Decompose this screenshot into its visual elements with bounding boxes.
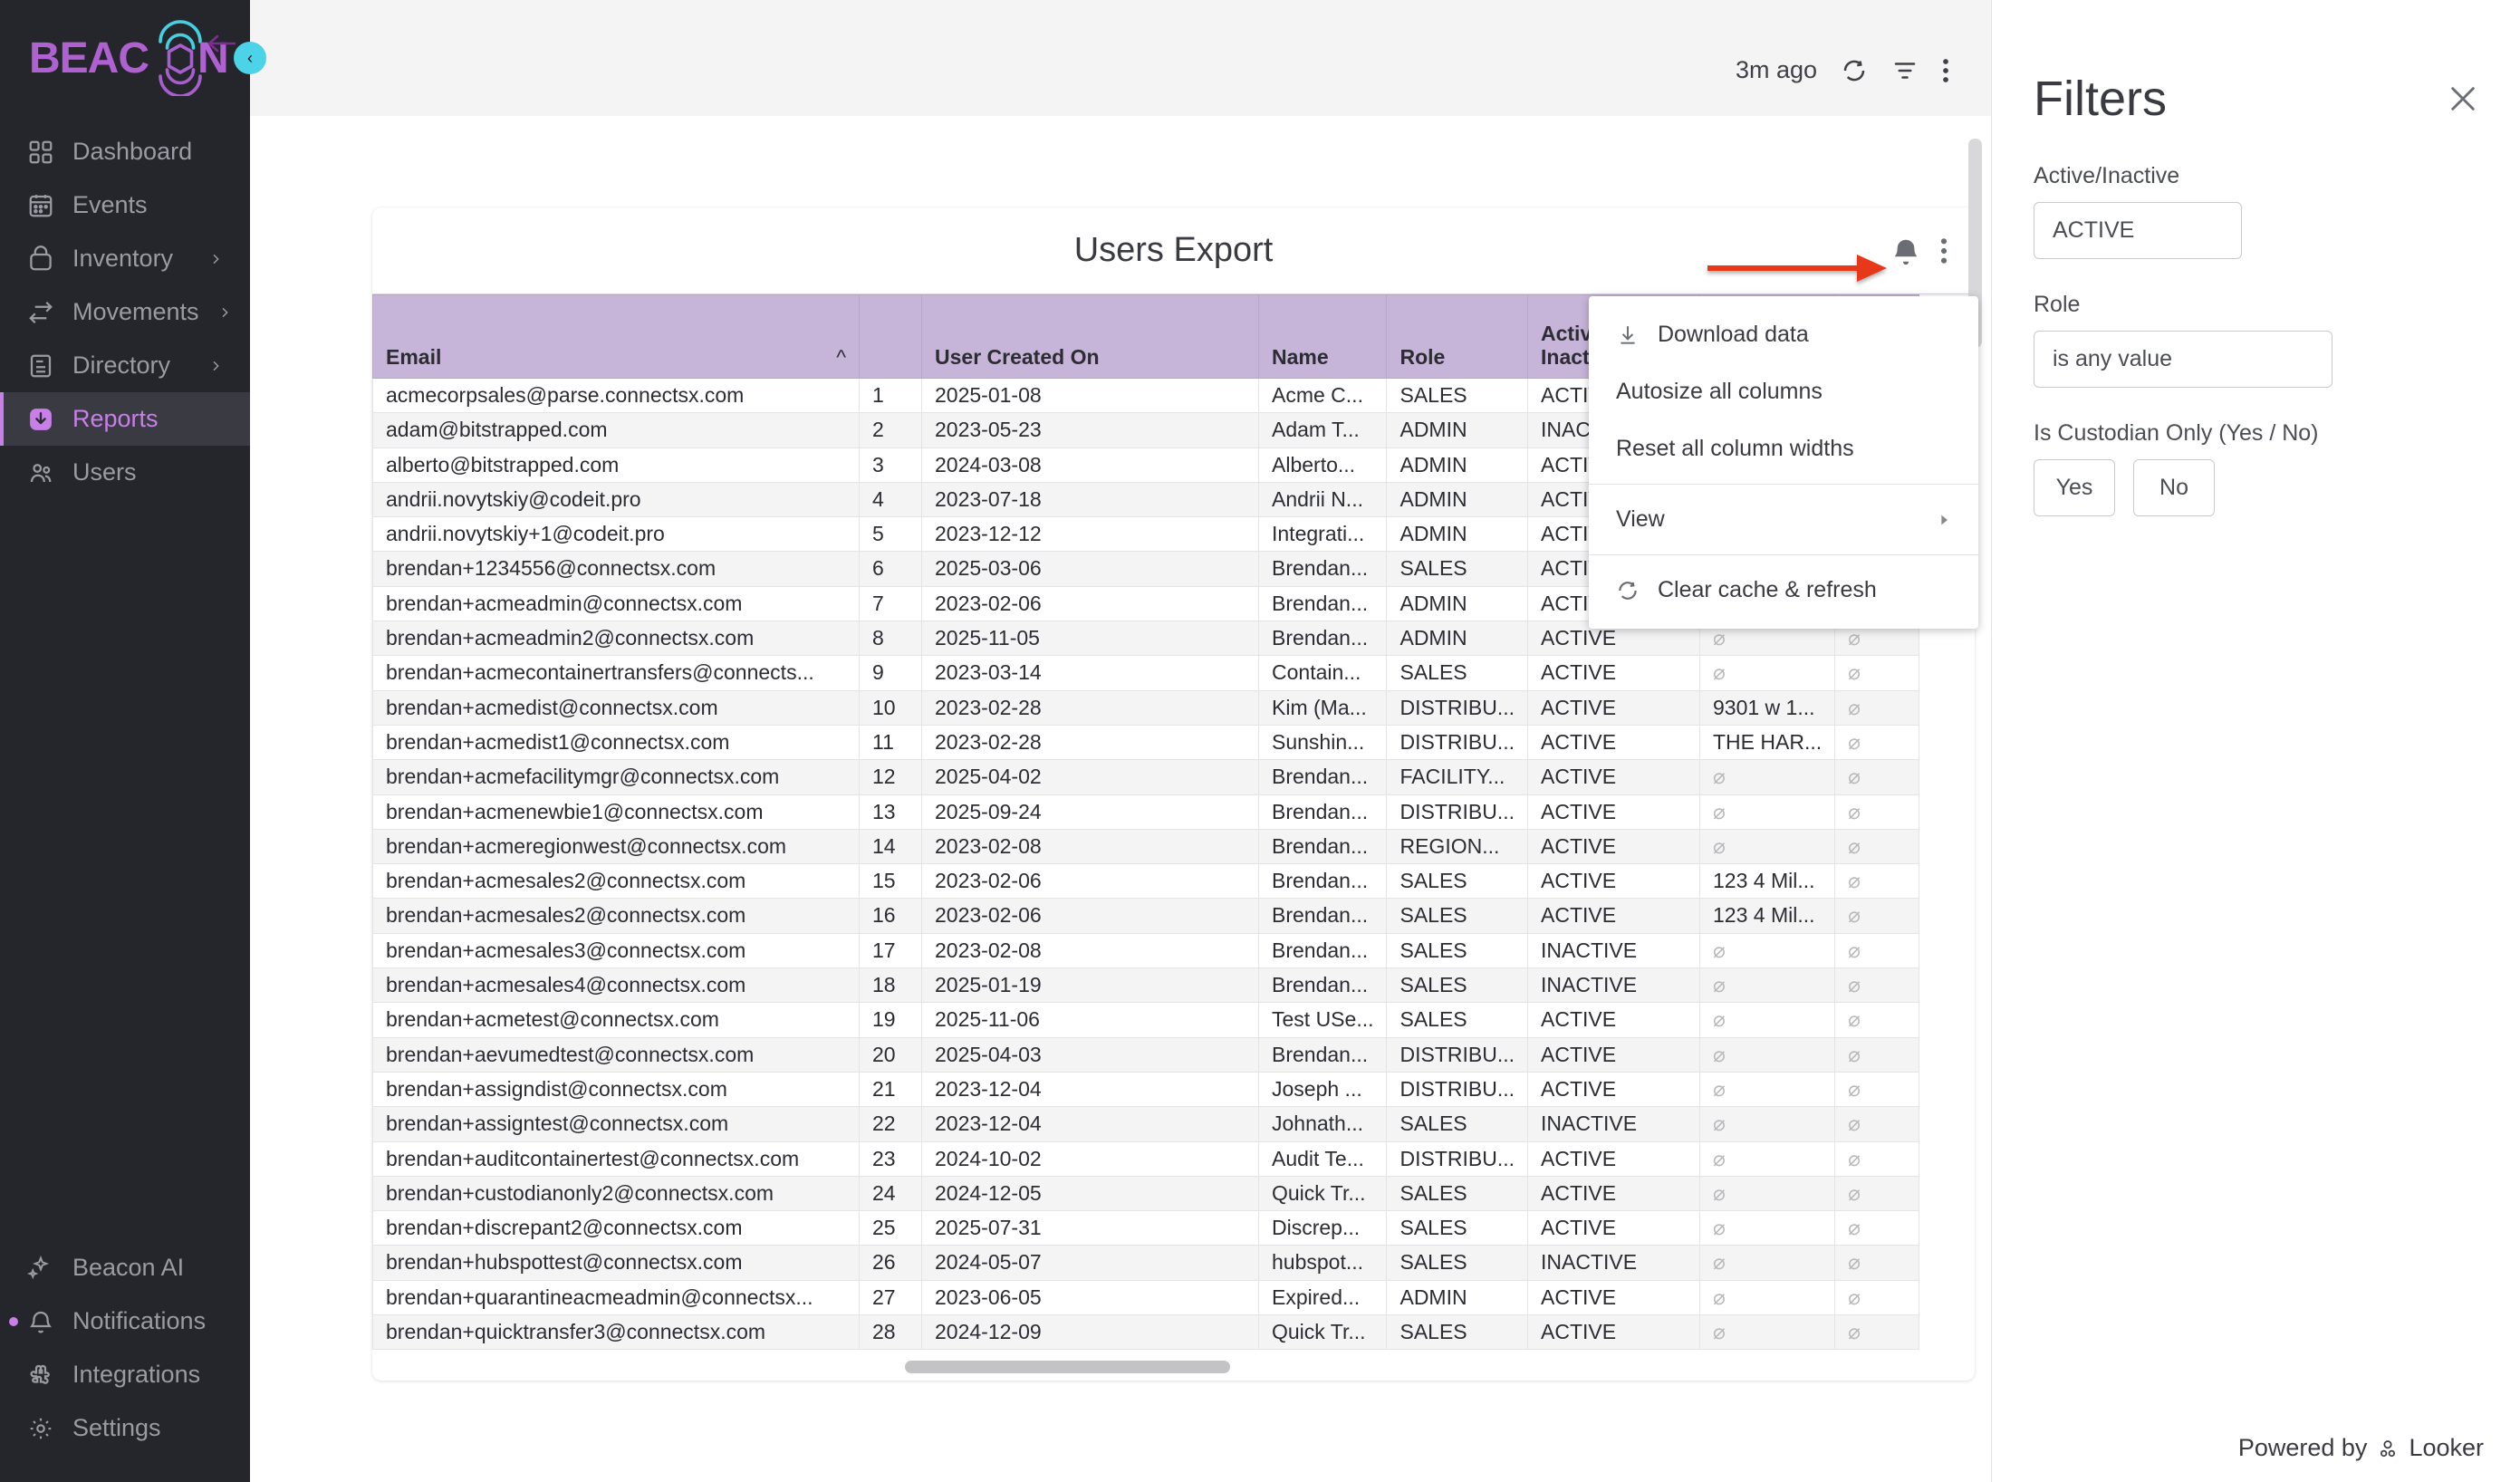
svg-text:BEAC: BEAC bbox=[29, 34, 149, 82]
